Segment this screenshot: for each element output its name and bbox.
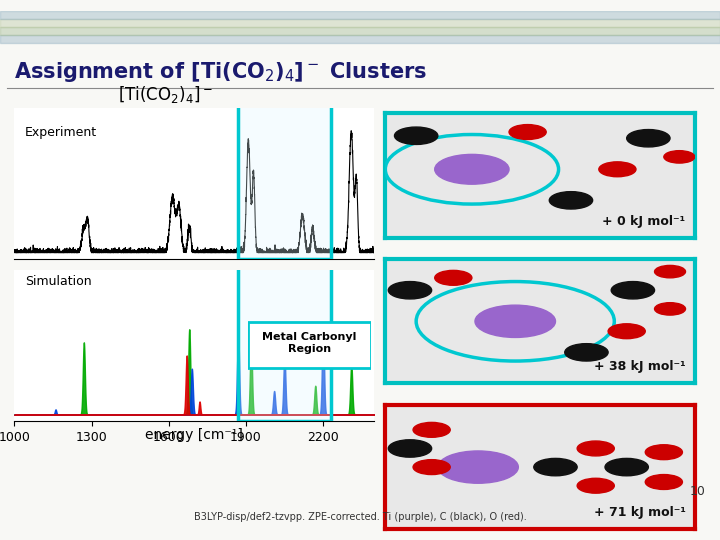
- Circle shape: [388, 440, 432, 457]
- Circle shape: [388, 281, 432, 299]
- Circle shape: [626, 130, 670, 147]
- Bar: [0, 11, 720, 19]
- Circle shape: [475, 305, 556, 338]
- Bar: [0, 35, 720, 43]
- Circle shape: [654, 266, 685, 278]
- Text: [Ti(CO$_2$)$_4$]$^-$: [Ti(CO$_2$)$_4$]$^-$: [117, 84, 212, 105]
- Circle shape: [435, 271, 472, 285]
- Circle shape: [654, 302, 685, 315]
- Text: Assignment of [Ti(CO$_2$)$_4$]$^-$ Clusters: Assignment of [Ti(CO$_2$)$_4$]$^-$ Clust…: [14, 59, 428, 84]
- Bar: [0, 27, 720, 35]
- Circle shape: [608, 324, 645, 339]
- Text: 10: 10: [690, 485, 706, 498]
- Circle shape: [664, 151, 695, 163]
- Circle shape: [611, 281, 654, 299]
- Circle shape: [413, 460, 450, 475]
- Circle shape: [599, 162, 636, 177]
- Text: + 38 kJ mol⁻¹: + 38 kJ mol⁻¹: [594, 361, 685, 374]
- Text: Metal Carbonyl
Region: Metal Carbonyl Region: [262, 332, 357, 354]
- Circle shape: [577, 441, 614, 456]
- Circle shape: [435, 154, 509, 184]
- Text: + 71 kJ mol⁻¹: + 71 kJ mol⁻¹: [593, 507, 685, 519]
- Text: Assignment of [Ti(CO: Assignment of [Ti(CO: [11, 35, 244, 53]
- Bar: [238, 264, 330, 421]
- Text: B3LYP-disp/def2-tzvpp. ZPE-corrected. Ti (purple), C (black), O (red).: B3LYP-disp/def2-tzvpp. ZPE-corrected. Ti…: [194, 512, 526, 522]
- Circle shape: [549, 192, 593, 209]
- Circle shape: [645, 475, 683, 489]
- Circle shape: [564, 343, 608, 361]
- Bar: [0, 19, 720, 27]
- Circle shape: [509, 125, 546, 139]
- Bar: [238, 102, 330, 259]
- Text: energy [cm⁻¹]: energy [cm⁻¹]: [145, 428, 243, 442]
- FancyBboxPatch shape: [248, 322, 371, 368]
- Bar: [238, 102, 330, 259]
- Circle shape: [413, 422, 450, 437]
- Circle shape: [645, 445, 683, 460]
- Text: + 0 kJ mol⁻¹: + 0 kJ mol⁻¹: [603, 215, 685, 228]
- Bar: [238, 264, 330, 421]
- Text: Simulation: Simulation: [25, 274, 92, 287]
- Circle shape: [534, 458, 577, 476]
- Circle shape: [605, 458, 649, 476]
- Circle shape: [438, 451, 518, 483]
- Circle shape: [577, 478, 614, 493]
- Circle shape: [395, 127, 438, 144]
- Text: Experiment: Experiment: [25, 126, 97, 139]
